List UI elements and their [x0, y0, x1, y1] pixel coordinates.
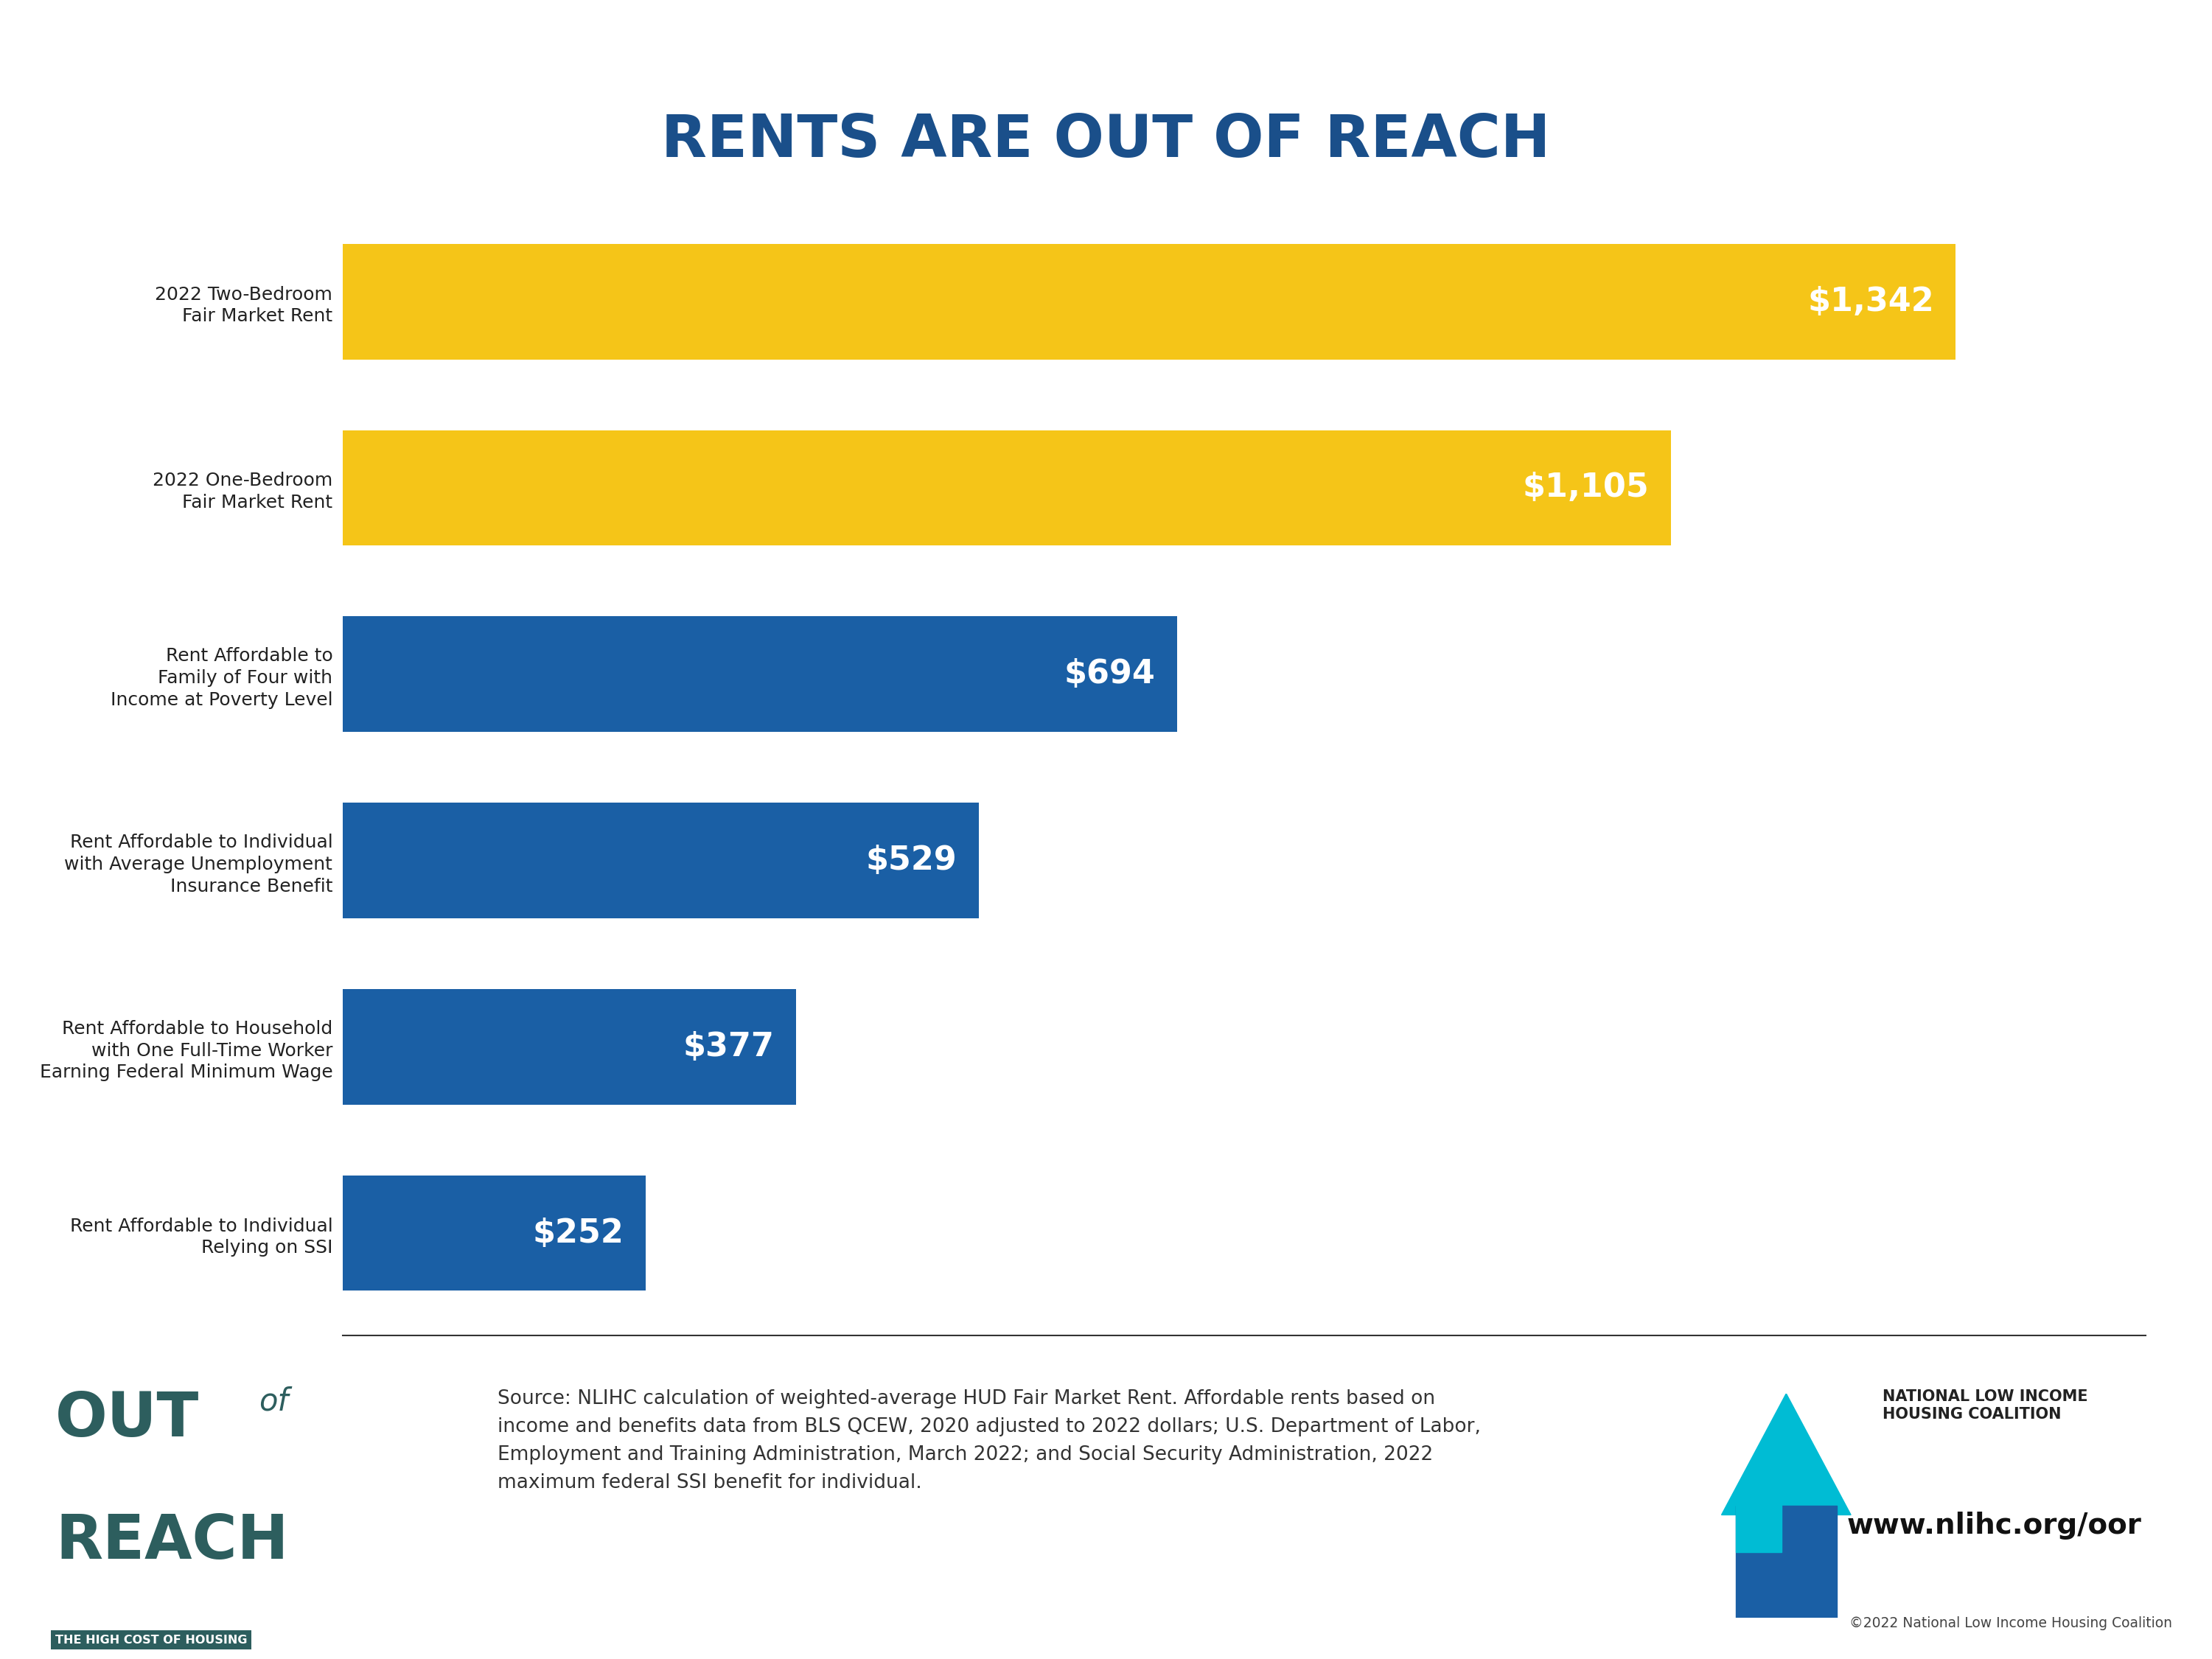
- Polygon shape: [1721, 1394, 1851, 1515]
- Text: ©2022 National Low Income Housing Coalition: ©2022 National Low Income Housing Coalit…: [1849, 1616, 2172, 1631]
- Text: www.nlihc.org/oor: www.nlihc.org/oor: [1847, 1511, 2141, 1540]
- Text: RENTS ARE OUT OF REACH: RENTS ARE OUT OF REACH: [661, 113, 1551, 169]
- Text: of: of: [259, 1385, 288, 1417]
- Text: $377: $377: [684, 1030, 774, 1062]
- Text: Source: NLIHC calculation of weighted-average HUD Fair Market Rent. Affordable r: Source: NLIHC calculation of weighted-av…: [498, 1389, 1482, 1491]
- Bar: [343, 244, 1955, 360]
- Text: $694: $694: [1064, 659, 1155, 690]
- Text: $1,105: $1,105: [1522, 473, 1650, 504]
- Bar: [343, 617, 1177, 732]
- Bar: [343, 430, 1670, 546]
- Bar: [343, 803, 978, 917]
- Bar: [343, 1175, 646, 1291]
- Text: OUT: OUT: [55, 1389, 199, 1448]
- Text: THE HIGH COST OF HOUSING: THE HIGH COST OF HOUSING: [55, 1634, 248, 1646]
- Text: NATIONAL LOW INCOME
HOUSING COALITION: NATIONAL LOW INCOME HOUSING COALITION: [1882, 1389, 2088, 1422]
- Text: REACH: REACH: [55, 1511, 288, 1571]
- Bar: [1736, 1500, 1783, 1553]
- Text: $529: $529: [865, 844, 958, 876]
- Text: $252: $252: [533, 1218, 624, 1249]
- Text: $1,342: $1,342: [1807, 285, 1933, 317]
- Bar: [1736, 1506, 1836, 1618]
- Bar: [343, 989, 796, 1105]
